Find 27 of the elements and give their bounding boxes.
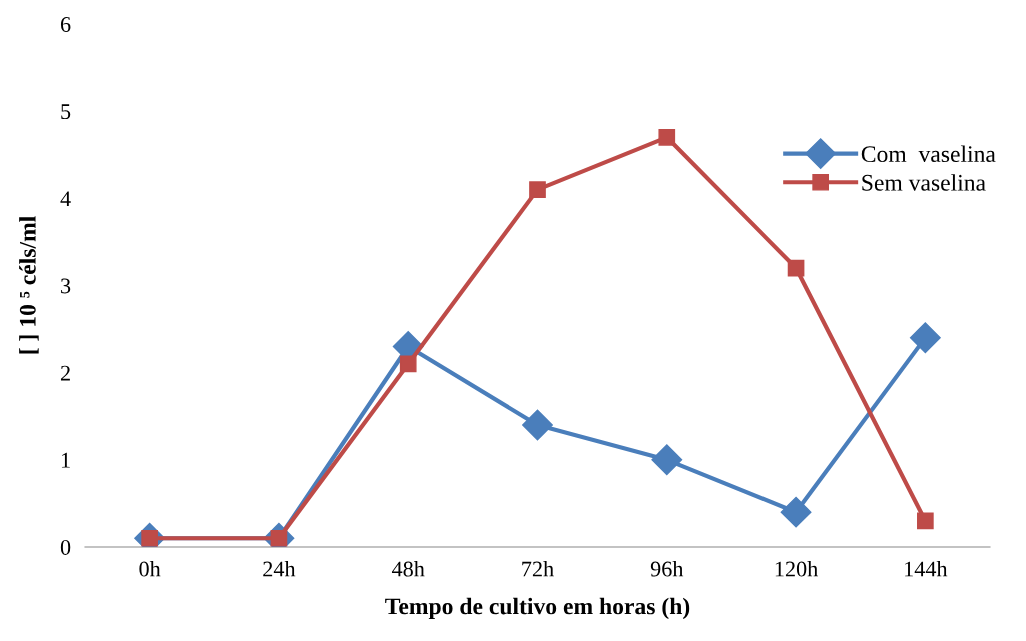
y-tick-label: 2	[60, 365, 70, 381]
legend-label: Sem vaselina	[862, 174, 986, 191]
point	[780, 496, 812, 528]
x-tick-label: 72h	[522, 560, 554, 577]
y-tick-label: 6	[60, 16, 71, 32]
y-tick-label: 4	[60, 191, 71, 207]
y-tick-label: 3	[61, 278, 71, 294]
x-axis-title: Tempo de cultivo em horas (h)	[385, 597, 690, 620]
y-tick-label: 0	[60, 539, 71, 555]
x-tick-label: 120h	[775, 560, 818, 577]
legend-label: Com vaselina	[861, 145, 996, 163]
point	[651, 444, 683, 476]
point	[787, 259, 805, 277]
y-tick-label: 5	[61, 104, 71, 120]
point	[399, 355, 417, 373]
x-tick-label: 0h	[139, 560, 161, 577]
point	[529, 181, 546, 198]
y-tick-label: 1	[61, 452, 70, 468]
point	[909, 322, 941, 354]
point	[917, 512, 934, 530]
x-tick-label: 48h	[391, 560, 425, 577]
y-axis-title: [ ] 10 ⁵ céls/ml	[19, 216, 39, 354]
point	[522, 409, 553, 441]
x-tick-label: 144h	[905, 560, 948, 577]
x-tick-label: 24h	[263, 560, 296, 577]
point	[658, 128, 676, 146]
x-tick-label: 96h	[650, 560, 684, 577]
